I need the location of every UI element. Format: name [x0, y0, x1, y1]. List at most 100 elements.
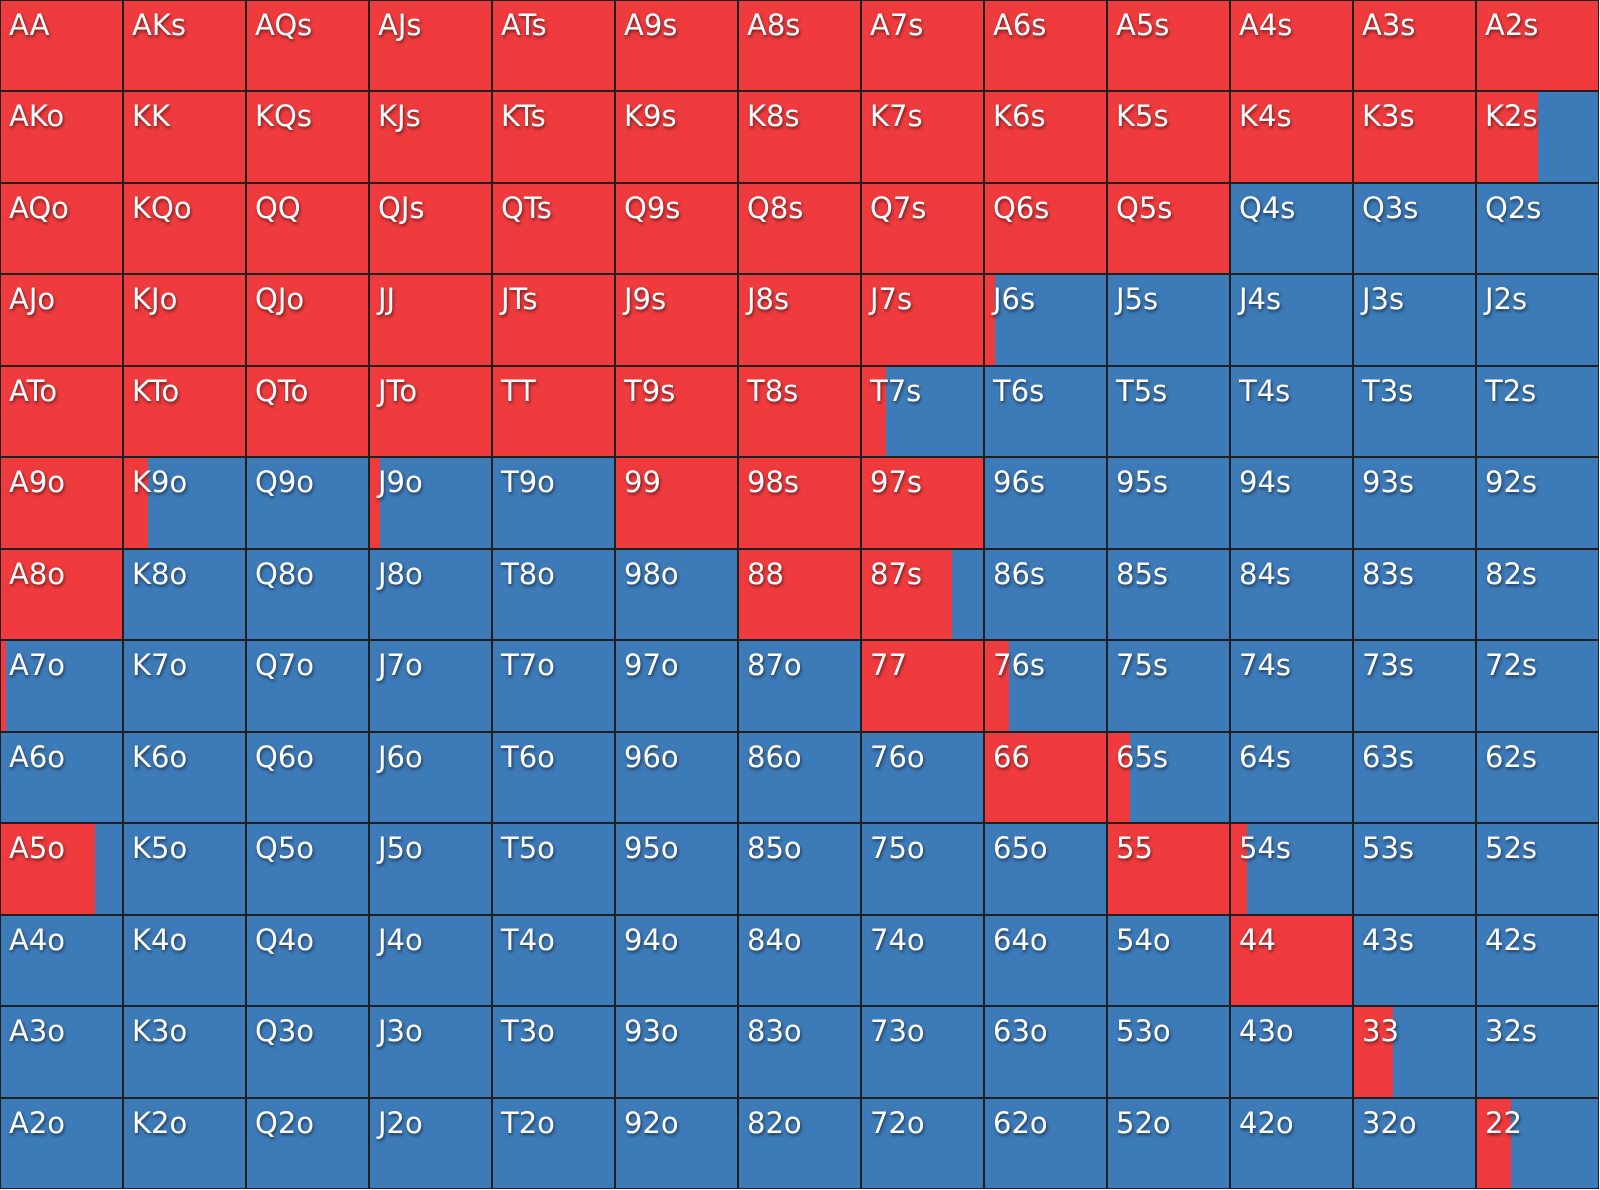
hand-cell-t4s[interactable]: T4s [1231, 366, 1352, 457]
hand-cell-kqo[interactable]: KQo [124, 183, 245, 274]
hand-cell-j8s[interactable]: J8s [739, 275, 860, 365]
hand-cell-k4o[interactable]: K4o [124, 915, 245, 1006]
hand-cell-a4o[interactable]: A4o [1, 915, 122, 1006]
hand-cell-qts[interactable]: QTs [493, 183, 614, 274]
hand-cell-q8o[interactable]: Q8o [247, 549, 368, 640]
hand-cell-44[interactable]: 44 [1231, 915, 1352, 1006]
hand-cell-74s[interactable]: 74s [1231, 641, 1352, 731]
hand-cell-a9o[interactable]: A9o [1, 458, 122, 548]
hand-cell-q3o[interactable]: Q3o [247, 1007, 368, 1097]
hand-cell-j6o[interactable]: J6o [370, 732, 491, 823]
hand-cell-92o[interactable]: 92o [616, 1098, 737, 1188]
hand-cell-k7o[interactable]: K7o [124, 641, 245, 731]
hand-cell-a5s[interactable]: A5s [1108, 1, 1229, 91]
hand-cell-t9s[interactable]: T9s [616, 366, 737, 457]
hand-cell-j7s[interactable]: J7s [862, 275, 983, 365]
hand-cell-a5o[interactable]: A5o [1, 824, 122, 914]
hand-cell-ajo[interactable]: AJo [1, 275, 122, 365]
hand-cell-q5o[interactable]: Q5o [247, 824, 368, 914]
hand-cell-74o[interactable]: 74o [862, 915, 983, 1006]
hand-cell-q6o[interactable]: Q6o [247, 732, 368, 823]
hand-cell-53s[interactable]: 53s [1354, 824, 1475, 914]
hand-cell-t3o[interactable]: T3o [493, 1007, 614, 1097]
hand-cell-86s[interactable]: 86s [985, 549, 1106, 640]
hand-cell-kjs[interactable]: KJs [370, 92, 491, 182]
hand-cell-a7o[interactable]: A7o [1, 641, 122, 731]
hand-cell-92s[interactable]: 92s [1477, 458, 1598, 548]
hand-cell-t2o[interactable]: T2o [493, 1098, 614, 1188]
hand-cell-k8s[interactable]: K8s [739, 92, 860, 182]
hand-cell-83s[interactable]: 83s [1354, 549, 1475, 640]
hand-cell-52s[interactable]: 52s [1477, 824, 1598, 914]
hand-cell-64s[interactable]: 64s [1231, 732, 1352, 823]
hand-cell-87s[interactable]: 87s [862, 549, 983, 640]
hand-cell-q4s[interactable]: Q4s [1231, 183, 1352, 274]
hand-cell-qjo[interactable]: QJo [247, 275, 368, 365]
hand-cell-99[interactable]: 99 [616, 458, 737, 548]
hand-cell-53o[interactable]: 53o [1108, 1007, 1229, 1097]
hand-cell-ats[interactable]: ATs [493, 1, 614, 91]
hand-cell-kts[interactable]: KTs [493, 92, 614, 182]
hand-cell-q9o[interactable]: Q9o [247, 458, 368, 548]
hand-cell-65s[interactable]: 65s [1108, 732, 1229, 823]
hand-cell-k9o[interactable]: K9o [124, 458, 245, 548]
hand-cell-86o[interactable]: 86o [739, 732, 860, 823]
hand-cell-kk[interactable]: KK [124, 92, 245, 182]
hand-cell-jto[interactable]: JTo [370, 366, 491, 457]
hand-cell-kto[interactable]: KTo [124, 366, 245, 457]
hand-cell-j5s[interactable]: J5s [1108, 275, 1229, 365]
hand-cell-k8o[interactable]: K8o [124, 549, 245, 640]
hand-cell-43s[interactable]: 43s [1354, 915, 1475, 1006]
hand-cell-kqs[interactable]: KQs [247, 92, 368, 182]
hand-cell-k5s[interactable]: K5s [1108, 92, 1229, 182]
hand-cell-k4s[interactable]: K4s [1231, 92, 1352, 182]
hand-cell-ako[interactable]: AKo [1, 92, 122, 182]
hand-cell-73o[interactable]: 73o [862, 1007, 983, 1097]
hand-cell-33[interactable]: 33 [1354, 1007, 1475, 1097]
hand-cell-82o[interactable]: 82o [739, 1098, 860, 1188]
hand-cell-32s[interactable]: 32s [1477, 1007, 1598, 1097]
hand-cell-a7s[interactable]: A7s [862, 1, 983, 91]
hand-cell-84o[interactable]: 84o [739, 915, 860, 1006]
hand-cell-q7s[interactable]: Q7s [862, 183, 983, 274]
hand-cell-93o[interactable]: 93o [616, 1007, 737, 1097]
hand-cell-22[interactable]: 22 [1477, 1098, 1598, 1188]
hand-cell-q9s[interactable]: Q9s [616, 183, 737, 274]
hand-cell-ato[interactable]: ATo [1, 366, 122, 457]
hand-cell-a9s[interactable]: A9s [616, 1, 737, 91]
hand-cell-aa[interactable]: AA [1, 1, 122, 91]
hand-cell-t3s[interactable]: T3s [1354, 366, 1475, 457]
hand-cell-t7s[interactable]: T7s [862, 366, 983, 457]
hand-cell-a4s[interactable]: A4s [1231, 1, 1352, 91]
hand-cell-83o[interactable]: 83o [739, 1007, 860, 1097]
hand-cell-k2o[interactable]: K2o [124, 1098, 245, 1188]
hand-cell-qq[interactable]: QQ [247, 183, 368, 274]
hand-cell-a2s[interactable]: A2s [1477, 1, 1598, 91]
hand-cell-aks[interactable]: AKs [124, 1, 245, 91]
hand-cell-aqs[interactable]: AQs [247, 1, 368, 91]
hand-cell-t2s[interactable]: T2s [1477, 366, 1598, 457]
hand-cell-t5s[interactable]: T5s [1108, 366, 1229, 457]
hand-cell-76s[interactable]: 76s [985, 641, 1106, 731]
hand-cell-j9s[interactable]: J9s [616, 275, 737, 365]
hand-cell-54s[interactable]: 54s [1231, 824, 1352, 914]
hand-cell-jts[interactable]: JTs [493, 275, 614, 365]
hand-cell-k6s[interactable]: K6s [985, 92, 1106, 182]
hand-cell-55[interactable]: 55 [1108, 824, 1229, 914]
hand-cell-k2s[interactable]: K2s [1477, 92, 1598, 182]
hand-cell-63s[interactable]: 63s [1354, 732, 1475, 823]
hand-cell-98s[interactable]: 98s [739, 458, 860, 548]
hand-cell-j2s[interactable]: J2s [1477, 275, 1598, 365]
hand-cell-98o[interactable]: 98o [616, 549, 737, 640]
hand-cell-qto[interactable]: QTo [247, 366, 368, 457]
hand-cell-77[interactable]: 77 [862, 641, 983, 731]
hand-cell-j9o[interactable]: J9o [370, 458, 491, 548]
hand-cell-q6s[interactable]: Q6s [985, 183, 1106, 274]
hand-cell-q2s[interactable]: Q2s [1477, 183, 1598, 274]
hand-cell-t8o[interactable]: T8o [493, 549, 614, 640]
hand-cell-72o[interactable]: 72o [862, 1098, 983, 1188]
hand-cell-j8o[interactable]: J8o [370, 549, 491, 640]
hand-cell-q5s[interactable]: Q5s [1108, 183, 1229, 274]
hand-cell-32o[interactable]: 32o [1354, 1098, 1475, 1188]
hand-cell-a3s[interactable]: A3s [1354, 1, 1475, 91]
